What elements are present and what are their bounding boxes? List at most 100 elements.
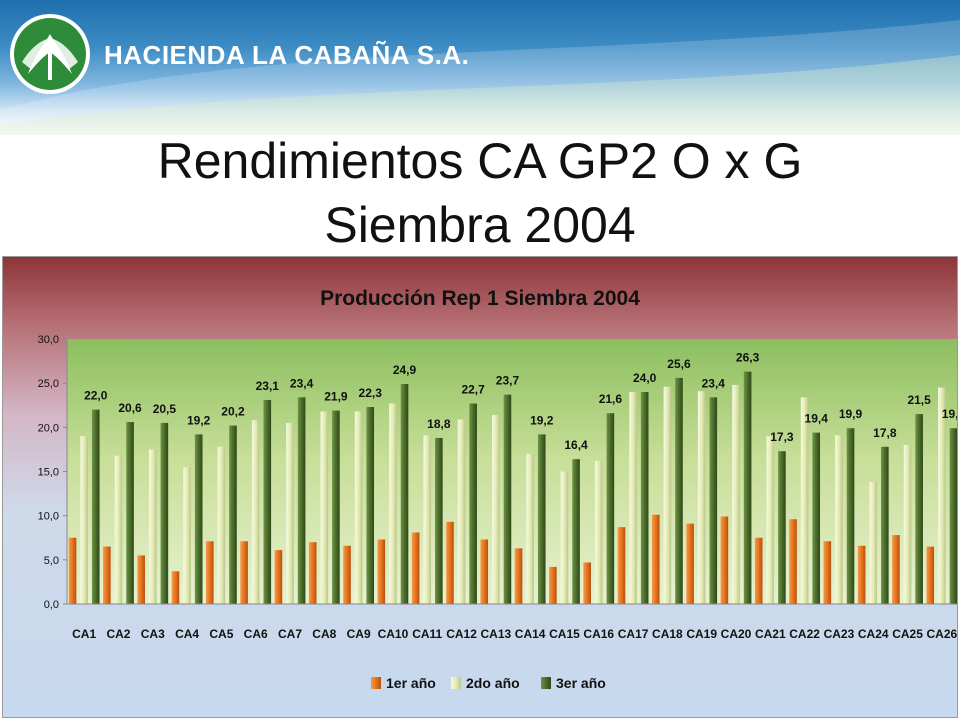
- series-3er-ano-bar: [949, 428, 957, 604]
- series-1er-ano-bar: [480, 539, 489, 604]
- x-tick-label: CA6: [244, 627, 268, 641]
- series-3er-ano-bar: [160, 422, 169, 604]
- series-1er-ano-bar: [892, 535, 900, 604]
- x-tick-label: CA13: [481, 627, 512, 641]
- series-3er-ano-bar: [743, 371, 752, 604]
- data-label: 17,8: [873, 426, 897, 440]
- series-1er-ano-bar: [514, 548, 523, 604]
- banner-swoosh: [0, 20, 960, 135]
- x-tick-label: CA22: [789, 627, 820, 641]
- slide-title-line-2: Siembra 2004: [324, 197, 636, 253]
- series-1er-ano-bar: [274, 550, 283, 604]
- data-labels-group: 22,0 20,6 20,5 19,2 20,2 23,1 23,4 21,9 22,3 24,9…: [84, 351, 957, 452]
- data-label: 17,3: [770, 430, 794, 444]
- series-3er-ano-bar: [435, 437, 443, 604]
- x-tick-label: CA7: [278, 627, 302, 641]
- company-name: HACIENDA LA CABAÑA S.A.: [104, 40, 470, 70]
- x-axis: CA1 CA2 CA3 CA4 CA5 CA6 CA7 CA8 CA9 CA10 CA11 CA12 C…: [67, 603, 957, 641]
- series-1er-ano-bar: [686, 523, 694, 604]
- data-label: 21,5: [907, 393, 931, 407]
- series-2do-ano-bar: [594, 460, 603, 604]
- x-tick-label: CA17: [618, 627, 649, 641]
- legend: 1er año 2do año 3er año: [371, 675, 606, 691]
- data-label: 19,9: [942, 407, 957, 421]
- legend-swatch: [371, 677, 381, 689]
- series-2do-ano-bar: [217, 446, 226, 604]
- series-1er-ano-bar: [171, 571, 180, 604]
- data-label: 18,8: [427, 417, 451, 431]
- y-tick-label: 25,0: [38, 378, 59, 390]
- series-2do-ano-bar: [629, 392, 637, 604]
- series-2do-ano-bar: [526, 453, 534, 604]
- series-1er-ano-bar: [377, 539, 386, 604]
- x-tick-label: CA25: [892, 627, 923, 641]
- series-1er-ano-bar: [720, 516, 729, 604]
- series-1er-ano-bar: [446, 521, 454, 604]
- x-tick-label: CA9: [347, 627, 371, 641]
- series-2do-ano-bar: [903, 445, 912, 604]
- series-2do-ano-bar: [766, 436, 775, 604]
- series-2do-ano-bar: [938, 387, 946, 604]
- chart-container: Producción Rep 1 Siembra 2004 0,0 5,0 10,0…: [2, 256, 958, 718]
- x-tick-label: CA8: [312, 627, 336, 641]
- series-2do-ano-bar: [286, 422, 294, 604]
- x-tick-label: CA2: [106, 627, 130, 641]
- series-3er-ano-bar: [812, 432, 821, 604]
- series-1er-ano-bar: [240, 541, 248, 604]
- data-label: 22,0: [84, 389, 108, 403]
- series-3er-ano-bar: [675, 377, 683, 604]
- series-1er-ano-bar: [754, 537, 763, 604]
- series-3er-ano-bar: [915, 414, 923, 604]
- series-1er-ano-bar: [205, 541, 214, 604]
- bar-chart: Producción Rep 1 Siembra 2004 0,0 5,0 10,0…: [38, 287, 957, 691]
- data-label: 26,3: [736, 351, 760, 365]
- series-2do-ano-bar: [457, 419, 466, 604]
- data-label: 22,3: [359, 386, 383, 400]
- x-tick-label: CA18: [652, 627, 683, 641]
- data-label: 20,2: [221, 405, 245, 419]
- data-label: 19,4: [805, 412, 829, 426]
- legend-label: 1er año: [386, 675, 436, 691]
- series-3er-ano-bar: [229, 425, 237, 604]
- legend-swatch: [541, 677, 551, 689]
- series-2do-ano-bar: [320, 411, 329, 604]
- series-3er-ano-bar: [263, 399, 272, 604]
- data-label: 25,6: [667, 357, 691, 371]
- series-1er-ano-bar: [411, 532, 420, 604]
- series-3er-ano-bar: [332, 410, 340, 604]
- series-2do-ano-bar: [560, 471, 569, 604]
- bar-series-group: [68, 371, 957, 604]
- data-label: 20,6: [118, 401, 142, 415]
- series-3er-ano-bar: [469, 403, 477, 604]
- series-1er-ano-bar: [789, 519, 797, 604]
- x-tick-label: CA4: [175, 627, 199, 641]
- series-2do-ano-bar: [800, 397, 809, 604]
- series-2do-ano-bar: [251, 420, 260, 604]
- x-tick-label: CA5: [209, 627, 233, 641]
- series-2do-ano-bar: [663, 386, 672, 604]
- data-label: 21,9: [324, 390, 348, 404]
- series-3er-ano-bar: [366, 407, 375, 604]
- series-2do-ano-bar: [354, 411, 363, 604]
- x-tick-label: CA12: [446, 627, 477, 641]
- y-tick-label: 0,0: [44, 599, 59, 611]
- series-2do-ano-bar: [697, 391, 706, 604]
- y-tick-label: 15,0: [38, 467, 59, 479]
- chart-title: Producción Rep 1 Siembra 2004: [320, 287, 640, 310]
- series-3er-ano-bar: [297, 397, 306, 604]
- data-label: 22,7: [461, 382, 485, 396]
- data-label: 20,5: [153, 402, 177, 416]
- series-1er-ano-bar: [343, 545, 351, 604]
- data-label: 24,0: [633, 371, 657, 385]
- series-1er-ano-bar: [617, 527, 626, 604]
- data-label: 23,4: [702, 376, 726, 390]
- x-tick-label: CA14: [515, 627, 546, 641]
- series-1er-ano-bar: [651, 514, 660, 604]
- series-1er-ano-bar: [103, 546, 111, 604]
- x-tick-label: CA10: [378, 627, 409, 641]
- x-tick-label: CA19: [686, 627, 717, 641]
- data-label: 24,9: [393, 363, 417, 377]
- x-tick-label: CA23: [824, 627, 855, 641]
- series-1er-ano-bar: [308, 542, 317, 604]
- data-label: 16,4: [564, 438, 588, 452]
